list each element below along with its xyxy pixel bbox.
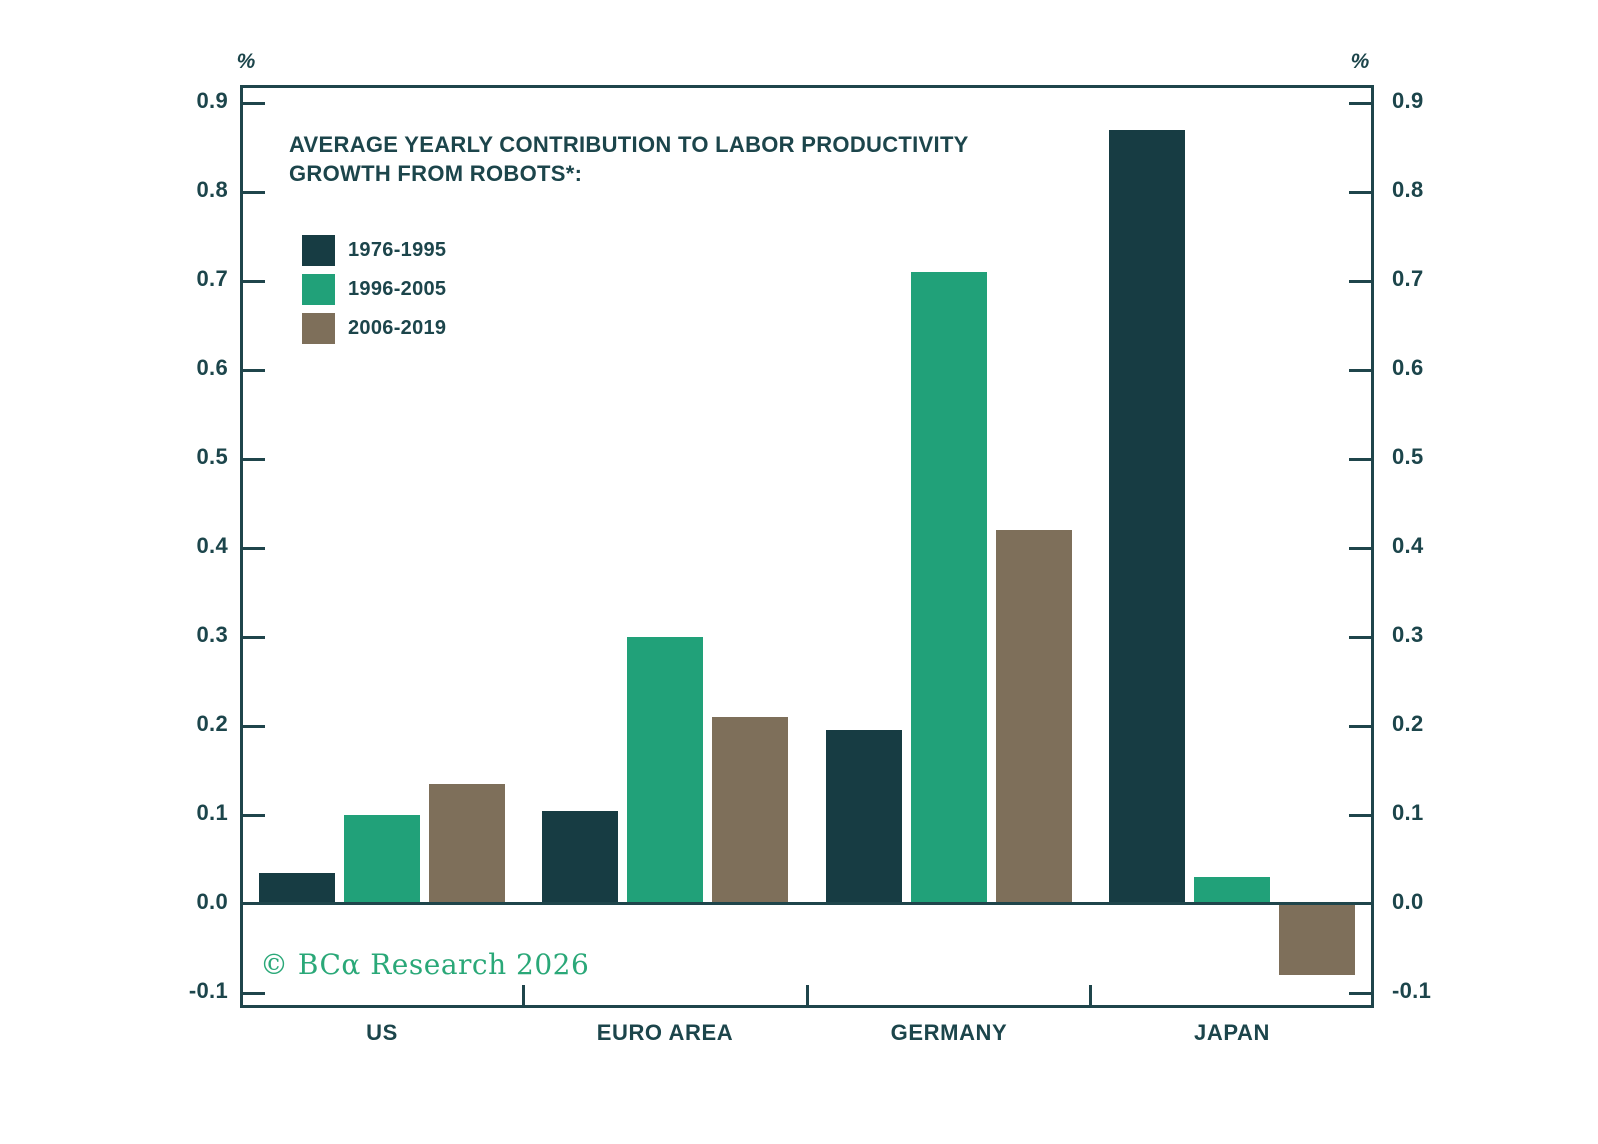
y-tick-mark-right: [1349, 458, 1371, 461]
y-tick-mark-right: [1349, 992, 1371, 995]
y-tick-label-right: 0.8: [1392, 177, 1424, 202]
y-tick-label-right: 0.0: [1392, 889, 1424, 914]
y-tick-label-right: 0.1: [1392, 800, 1424, 825]
bar-germany-2006-2019: [996, 530, 1072, 904]
bar-us-1976-1995: [259, 873, 335, 904]
y-tick-label-right: -0.1: [1392, 978, 1432, 1003]
y-tick-label-right: 0.3: [1392, 622, 1424, 647]
zero-baseline: [240, 902, 1374, 905]
legend-swatch-1996-2005: [302, 274, 335, 305]
y-tick-mark-left: [243, 636, 265, 639]
y-axis-unit-right: %: [1350, 50, 1370, 73]
y-tick-mark-right: [1349, 191, 1371, 194]
bar-euro-area-2006-2019: [712, 717, 788, 904]
y-tick-label-right: 0.7: [1392, 266, 1424, 291]
y-tick-label-left: -0.1: [188, 978, 228, 1003]
copyright-notice: © BCα Research 2026: [260, 948, 590, 981]
legend-item: 2006-2019: [302, 313, 446, 344]
x-axis-divider-tick: [522, 985, 525, 1005]
y-tick-label-left: 0.0: [196, 889, 228, 914]
y-tick-mark-left: [243, 280, 265, 283]
legend-label: 2006-2019: [348, 317, 447, 339]
y-tick-mark-left: [243, 102, 265, 105]
legend-item: 1996-2005: [302, 274, 446, 305]
y-tick-mark-left: [243, 814, 265, 817]
y-tick-label-left: 0.8: [196, 177, 228, 202]
y-tick-label-left: 0.9: [196, 88, 228, 113]
bar-japan-2006-2019: [1279, 904, 1355, 975]
y-tick-mark-left: [243, 458, 265, 461]
legend-label: 1996-2005: [348, 278, 447, 300]
bar-japan-1976-1995: [1109, 130, 1185, 904]
y-tick-mark-left: [243, 992, 265, 995]
y-tick-mark-right: [1349, 725, 1371, 728]
y-tick-label-left: 0.5: [196, 444, 228, 469]
y-tick-label-right: 0.5: [1392, 444, 1424, 469]
legend-label: 1976-1995: [348, 239, 447, 261]
chart-title: AVERAGE YEARLY CONTRIBUTION TO LABOR PRO…: [289, 130, 969, 188]
bar-us-1996-2005: [344, 815, 420, 904]
chart-title-line-1: AVERAGE YEARLY CONTRIBUTION TO LABOR PRO…: [289, 132, 969, 157]
y-tick-mark-right: [1349, 814, 1371, 817]
y-tick-mark-left: [243, 547, 265, 550]
x-axis-label-germany: GERMANY: [890, 1020, 1008, 1045]
bar-euro-area-1996-2005: [627, 637, 703, 904]
y-tick-mark-left: [243, 369, 265, 372]
legend-swatch-2006-2019: [302, 313, 335, 344]
y-tick-mark-right: [1349, 280, 1371, 283]
y-tick-label-left: 0.6: [196, 355, 228, 380]
y-tick-label-left: 0.3: [196, 622, 228, 647]
x-axis-label-euro-area: EURO AREA: [596, 1020, 734, 1045]
y-tick-label-right: 0.4: [1392, 533, 1424, 558]
y-tick-mark-right: [1349, 636, 1371, 639]
bar-us-2006-2019: [429, 784, 505, 904]
legend-item: 1976-1995: [302, 235, 446, 266]
y-tick-mark-left: [243, 725, 265, 728]
y-tick-label-left: 0.2: [196, 711, 228, 736]
x-axis-divider-tick: [806, 985, 809, 1005]
y-tick-label-left: 0.7: [196, 266, 228, 291]
y-tick-mark-right: [1349, 102, 1371, 105]
x-axis-label-us: US: [366, 1020, 398, 1045]
bar-germany-1996-2005: [911, 272, 987, 904]
y-tick-label-left: 0.1: [196, 800, 228, 825]
y-tick-label-right: 0.2: [1392, 711, 1424, 736]
y-tick-mark-right: [1349, 547, 1371, 550]
y-axis-unit-left: %: [236, 50, 256, 73]
y-tick-label-right: 0.9: [1392, 88, 1424, 113]
legend-swatch-1976-1995: [302, 235, 335, 266]
bar-euro-area-1976-1995: [542, 811, 618, 904]
y-tick-label-right: 0.6: [1392, 355, 1424, 380]
x-axis-divider-tick: [1089, 985, 1092, 1005]
bar-japan-1996-2005: [1194, 877, 1270, 904]
y-tick-mark-right: [1349, 369, 1371, 372]
y-tick-label-left: 0.4: [196, 533, 228, 558]
bar-germany-1976-1995: [826, 730, 902, 904]
y-tick-mark-left: [243, 191, 265, 194]
chart-title-line-2: GROWTH FROM ROBOTS*:: [289, 161, 583, 186]
x-axis-label-japan: JAPAN: [1194, 1020, 1270, 1045]
